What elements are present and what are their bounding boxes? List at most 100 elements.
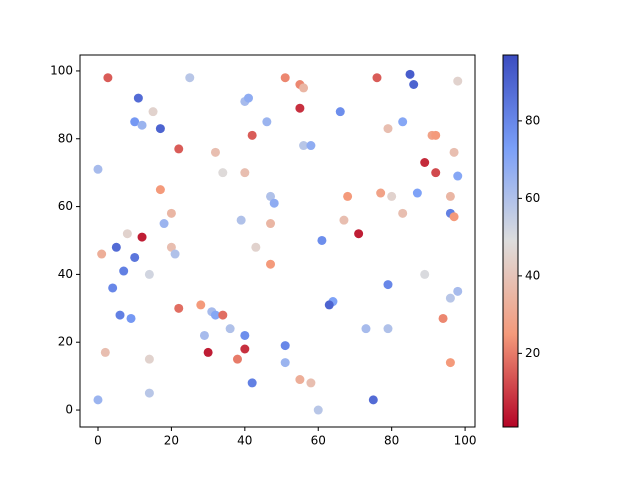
point [144,269,154,279]
point [243,93,253,103]
point [108,283,118,293]
y-tick-label: 20 [58,335,73,349]
point [295,375,305,385]
point [196,300,206,310]
point [93,395,103,405]
point [130,117,140,127]
point [335,107,345,117]
point [339,215,349,225]
point [155,124,165,134]
point [449,212,459,222]
point [225,324,235,334]
point [420,157,430,167]
point [266,191,276,201]
point [122,229,132,239]
point [343,191,353,201]
point [236,215,246,225]
point [412,188,422,198]
point [155,185,165,195]
point [445,358,455,368]
point [144,388,154,398]
point [166,208,176,218]
point [159,219,169,229]
point [449,147,459,157]
point [317,235,327,245]
point [266,219,276,229]
point [240,168,250,178]
point [97,249,107,259]
point [269,198,279,208]
point [372,73,382,83]
point [170,249,180,259]
point [431,168,441,178]
point [453,76,463,86]
point [115,310,125,320]
x-tick-label: 20 [164,434,179,448]
point [240,330,250,340]
point [262,117,272,127]
x-tick-label: 80 [384,434,399,448]
point [240,344,250,354]
point [398,117,408,127]
point [306,378,316,388]
point [218,310,228,320]
point [420,269,430,279]
point [210,147,220,157]
point [119,266,129,276]
point [210,310,220,320]
point [354,229,364,239]
point [398,208,408,218]
point [280,73,290,83]
point [137,120,147,130]
y-tick-label: 100 [50,63,73,77]
point [174,303,184,313]
point [453,171,463,181]
x-tick-label: 0 [94,434,102,448]
point [137,232,147,242]
colorbar-tick-label: 80 [525,113,540,127]
point [144,354,154,364]
point [203,347,213,357]
point [247,130,257,140]
point [306,141,316,151]
point [383,124,393,134]
y-tick-label: 0 [65,403,73,417]
point [199,330,209,340]
point [299,83,309,93]
point [361,324,371,334]
x-tick-label: 40 [237,434,252,448]
point [376,188,386,198]
point [445,191,455,201]
point [383,324,393,334]
point [324,300,334,310]
point [126,313,136,323]
point [383,280,393,290]
y-tick-label: 40 [58,267,73,281]
point [409,80,419,90]
point [93,164,103,174]
point [453,286,463,296]
y-tick-label: 80 [58,131,73,145]
point [445,293,455,303]
point [130,252,140,262]
point [148,107,158,117]
point [218,168,228,178]
point [111,242,121,252]
point [438,313,448,323]
point [313,405,323,415]
point [266,259,276,269]
point [387,191,397,201]
colorbar-tick-label: 60 [525,191,540,205]
point [133,93,143,103]
point [185,73,195,83]
point [405,69,415,79]
colorbar-tick-label: 40 [525,268,540,282]
point [100,347,110,357]
point [251,242,261,252]
point [280,341,290,351]
point [174,144,184,154]
point [232,354,242,364]
x-tick-label: 60 [311,434,326,448]
point [166,242,176,252]
